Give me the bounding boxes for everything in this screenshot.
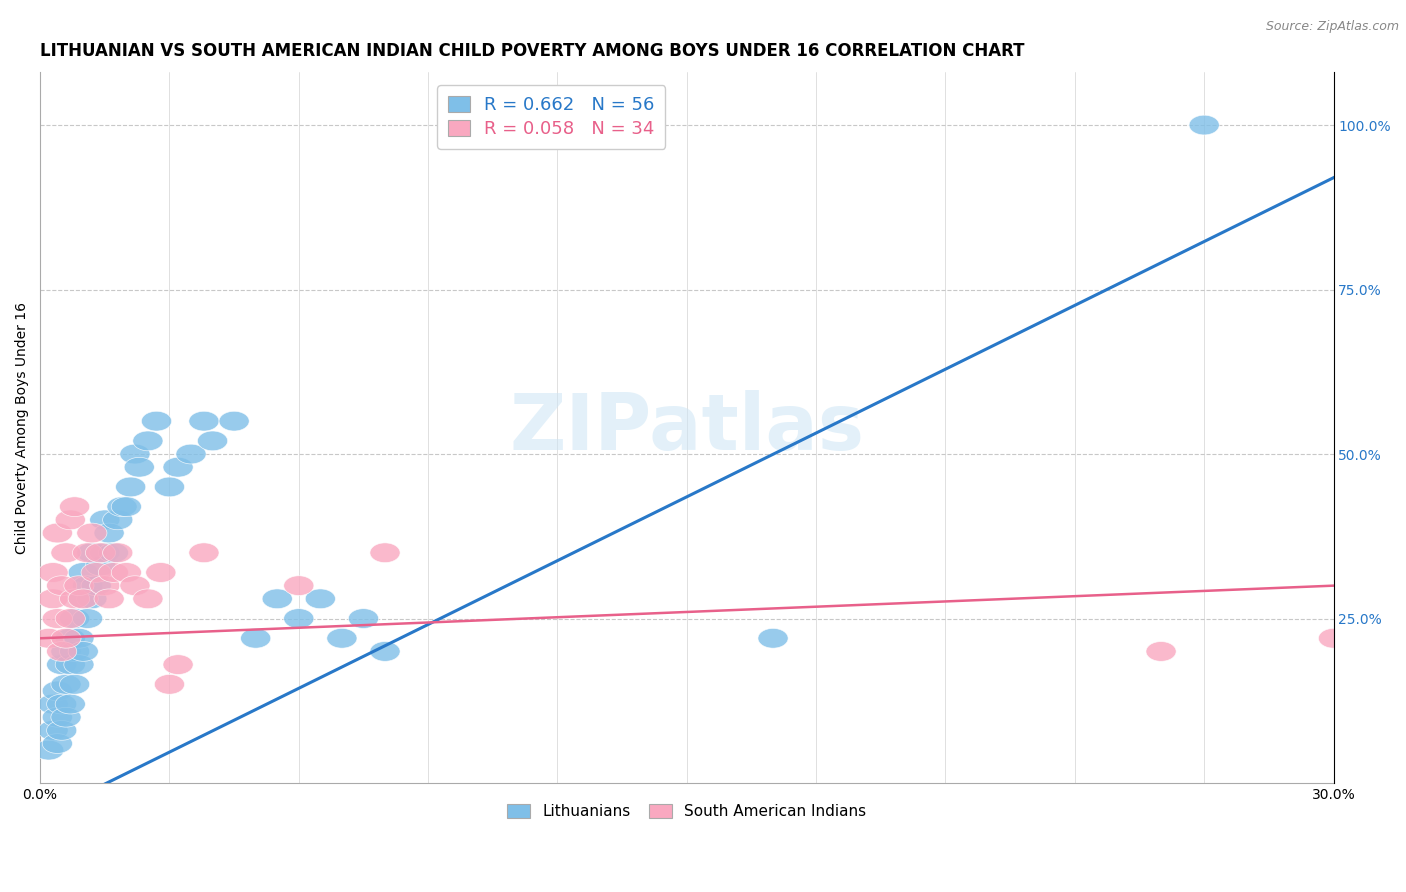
Ellipse shape xyxy=(349,608,378,629)
Ellipse shape xyxy=(132,431,163,450)
Ellipse shape xyxy=(46,655,77,674)
Text: LITHUANIAN VS SOUTH AMERICAN INDIAN CHILD POVERTY AMONG BOYS UNDER 16 CORRELATIO: LITHUANIAN VS SOUTH AMERICAN INDIAN CHIL… xyxy=(41,42,1025,60)
Ellipse shape xyxy=(59,497,90,516)
Ellipse shape xyxy=(98,543,128,563)
Ellipse shape xyxy=(86,556,115,575)
Ellipse shape xyxy=(163,458,193,477)
Ellipse shape xyxy=(42,681,73,701)
Ellipse shape xyxy=(77,543,107,563)
Ellipse shape xyxy=(55,510,86,530)
Legend: Lithuanians, South American Indians: Lithuanians, South American Indians xyxy=(501,797,872,825)
Ellipse shape xyxy=(46,641,77,661)
Ellipse shape xyxy=(59,608,90,629)
Ellipse shape xyxy=(120,575,150,596)
Ellipse shape xyxy=(94,589,124,608)
Ellipse shape xyxy=(90,510,120,530)
Ellipse shape xyxy=(59,589,90,608)
Ellipse shape xyxy=(326,629,357,648)
Ellipse shape xyxy=(51,641,82,661)
Ellipse shape xyxy=(34,629,63,648)
Ellipse shape xyxy=(155,477,184,497)
Ellipse shape xyxy=(51,629,82,648)
Ellipse shape xyxy=(42,523,73,543)
Ellipse shape xyxy=(262,589,292,608)
Ellipse shape xyxy=(42,608,73,629)
Ellipse shape xyxy=(370,543,401,563)
Ellipse shape xyxy=(63,575,94,596)
Ellipse shape xyxy=(63,655,94,674)
Ellipse shape xyxy=(51,674,82,694)
Ellipse shape xyxy=(146,563,176,582)
Y-axis label: Child Poverty Among Boys Under 16: Child Poverty Among Boys Under 16 xyxy=(15,301,30,554)
Ellipse shape xyxy=(73,575,103,596)
Ellipse shape xyxy=(67,589,98,608)
Ellipse shape xyxy=(38,694,67,714)
Ellipse shape xyxy=(59,674,90,694)
Ellipse shape xyxy=(132,589,163,608)
Ellipse shape xyxy=(90,575,120,596)
Ellipse shape xyxy=(38,589,67,608)
Ellipse shape xyxy=(124,458,155,477)
Ellipse shape xyxy=(46,694,77,714)
Ellipse shape xyxy=(305,589,336,608)
Ellipse shape xyxy=(73,608,103,629)
Ellipse shape xyxy=(59,641,90,661)
Ellipse shape xyxy=(1146,641,1177,661)
Ellipse shape xyxy=(176,444,207,464)
Text: Source: ZipAtlas.com: Source: ZipAtlas.com xyxy=(1265,20,1399,33)
Ellipse shape xyxy=(38,721,67,740)
Ellipse shape xyxy=(77,523,107,543)
Ellipse shape xyxy=(46,721,77,740)
Ellipse shape xyxy=(103,543,132,563)
Ellipse shape xyxy=(758,629,789,648)
Ellipse shape xyxy=(197,431,228,450)
Ellipse shape xyxy=(188,543,219,563)
Ellipse shape xyxy=(46,575,77,596)
Ellipse shape xyxy=(55,694,86,714)
Ellipse shape xyxy=(1319,629,1348,648)
Ellipse shape xyxy=(82,563,111,582)
Ellipse shape xyxy=(155,674,184,694)
Ellipse shape xyxy=(55,608,86,629)
Ellipse shape xyxy=(188,411,219,431)
Ellipse shape xyxy=(67,641,98,661)
Text: ZIPatlas: ZIPatlas xyxy=(509,390,865,466)
Ellipse shape xyxy=(219,411,249,431)
Ellipse shape xyxy=(82,575,111,596)
Ellipse shape xyxy=(284,608,314,629)
Ellipse shape xyxy=(51,543,82,563)
Ellipse shape xyxy=(86,543,115,563)
Ellipse shape xyxy=(42,734,73,754)
Ellipse shape xyxy=(115,477,146,497)
Ellipse shape xyxy=(98,563,128,582)
Ellipse shape xyxy=(73,543,103,563)
Ellipse shape xyxy=(107,497,138,516)
Ellipse shape xyxy=(55,655,86,674)
Ellipse shape xyxy=(370,641,401,661)
Ellipse shape xyxy=(77,589,107,608)
Ellipse shape xyxy=(120,444,150,464)
Ellipse shape xyxy=(111,497,142,516)
Ellipse shape xyxy=(90,543,120,563)
Ellipse shape xyxy=(67,563,98,582)
Ellipse shape xyxy=(1189,115,1219,135)
Ellipse shape xyxy=(163,655,193,674)
Ellipse shape xyxy=(34,740,63,760)
Ellipse shape xyxy=(103,510,132,530)
Ellipse shape xyxy=(94,523,124,543)
Ellipse shape xyxy=(142,411,172,431)
Ellipse shape xyxy=(55,629,86,648)
Ellipse shape xyxy=(51,707,82,727)
Ellipse shape xyxy=(63,629,94,648)
Ellipse shape xyxy=(240,629,271,648)
Ellipse shape xyxy=(284,575,314,596)
Ellipse shape xyxy=(38,563,67,582)
Ellipse shape xyxy=(111,563,142,582)
Ellipse shape xyxy=(42,707,73,727)
Ellipse shape xyxy=(67,589,98,608)
